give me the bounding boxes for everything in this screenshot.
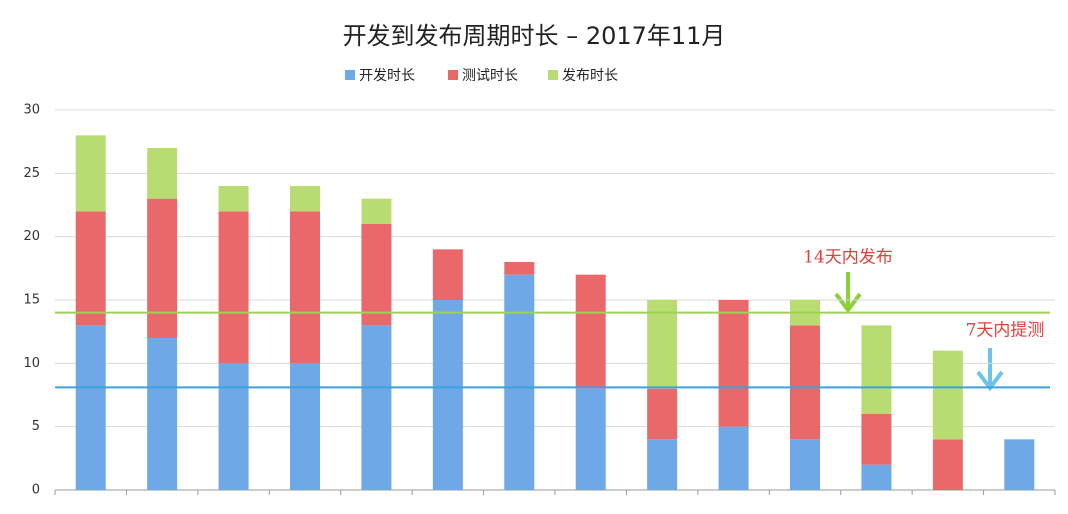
y-tick-label: 30 [23, 103, 40, 118]
y-tick-label: 5 [32, 419, 40, 434]
bar-segment [432, 249, 463, 300]
bar-segment [504, 274, 535, 490]
bar-segment [218, 363, 249, 490]
annotation: 7天内提测 [966, 321, 1045, 341]
bar-segment [647, 388, 678, 440]
legend-label: 测试时长 [462, 68, 518, 84]
annotation: 14天内发布 [803, 248, 893, 268]
bar-segment [290, 186, 320, 212]
bar-segment [361, 224, 392, 326]
legend-label: 开发时长 [359, 68, 415, 84]
bar-segment [790, 439, 820, 490]
legend-swatch [448, 70, 458, 80]
y-tick-label: 10 [23, 356, 40, 371]
bar-segment [361, 198, 392, 224]
bar-segment [575, 388, 606, 490]
bar-segment [432, 300, 463, 490]
bar-segment [147, 148, 178, 199]
y-tick-label: 0 [32, 483, 40, 498]
y-tick-label: 25 [23, 166, 40, 181]
bar-segment [575, 274, 606, 389]
bar-segment [361, 325, 392, 490]
chart-title: 开发到发布周期时长 – 2017年11月 [343, 22, 726, 50]
bar-segment [218, 211, 249, 364]
arrow [834, 272, 862, 314]
legend-label: 发布时长 [562, 68, 618, 84]
arrow [976, 348, 1004, 392]
bar-segment [932, 350, 963, 440]
bar-segment [861, 414, 892, 465]
y-tick-label: 20 [23, 229, 40, 244]
y-tick-label: 15 [23, 293, 40, 308]
bar-segment [718, 300, 749, 427]
bar-segment [790, 325, 820, 440]
bar-segment [861, 464, 892, 490]
bar-segment [290, 363, 320, 490]
bar-segment [147, 338, 178, 490]
bar-segment [718, 426, 749, 490]
bar-segment [647, 300, 678, 389]
bar-segment [861, 325, 892, 414]
bar-segment [75, 135, 106, 212]
bar-segment [932, 439, 963, 490]
bar-segment [147, 198, 178, 338]
legend-swatch [345, 70, 355, 80]
legend-swatch [548, 70, 558, 80]
bar-segment [1004, 439, 1035, 490]
bar-segment [504, 262, 535, 275]
bar-segment [75, 325, 106, 490]
bar-segment [647, 439, 678, 490]
bar-segment [218, 186, 249, 212]
bar-segment [75, 211, 106, 326]
bar-segment [290, 211, 320, 364]
